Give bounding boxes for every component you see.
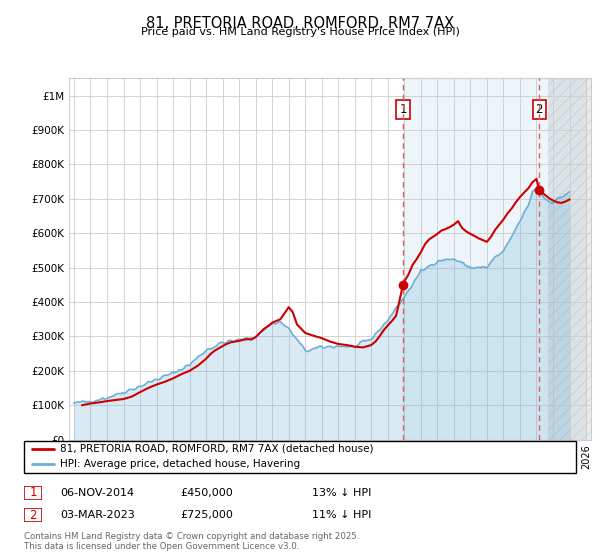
Text: 13% ↓ HPI: 13% ↓ HPI: [312, 488, 371, 498]
Text: 06-NOV-2014: 06-NOV-2014: [60, 488, 134, 498]
FancyBboxPatch shape: [24, 441, 576, 473]
Text: 81, PRETORIA ROAD, ROMFORD, RM7 7AX (detached house): 81, PRETORIA ROAD, ROMFORD, RM7 7AX (det…: [60, 444, 373, 454]
FancyBboxPatch shape: [24, 508, 42, 522]
Text: £450,000: £450,000: [180, 488, 233, 498]
FancyBboxPatch shape: [24, 486, 42, 500]
Text: Price paid vs. HM Land Registry's House Price Index (HPI): Price paid vs. HM Land Registry's House …: [140, 27, 460, 37]
Text: 03-MAR-2023: 03-MAR-2023: [60, 510, 135, 520]
Text: 81, PRETORIA ROAD, ROMFORD, RM7 7AX: 81, PRETORIA ROAD, ROMFORD, RM7 7AX: [146, 16, 454, 31]
Text: 2: 2: [29, 508, 37, 522]
Text: HPI: Average price, detached house, Havering: HPI: Average price, detached house, Have…: [60, 459, 300, 469]
Text: £725,000: £725,000: [180, 510, 233, 520]
Text: 1: 1: [399, 103, 407, 116]
Text: 11% ↓ HPI: 11% ↓ HPI: [312, 510, 371, 520]
Bar: [403, 78, 586, 440]
Text: Contains HM Land Registry data © Crown copyright and database right 2025.
This d: Contains HM Land Registry data © Crown c…: [24, 531, 359, 551]
Text: 1: 1: [29, 486, 37, 500]
Text: 2: 2: [536, 103, 543, 116]
